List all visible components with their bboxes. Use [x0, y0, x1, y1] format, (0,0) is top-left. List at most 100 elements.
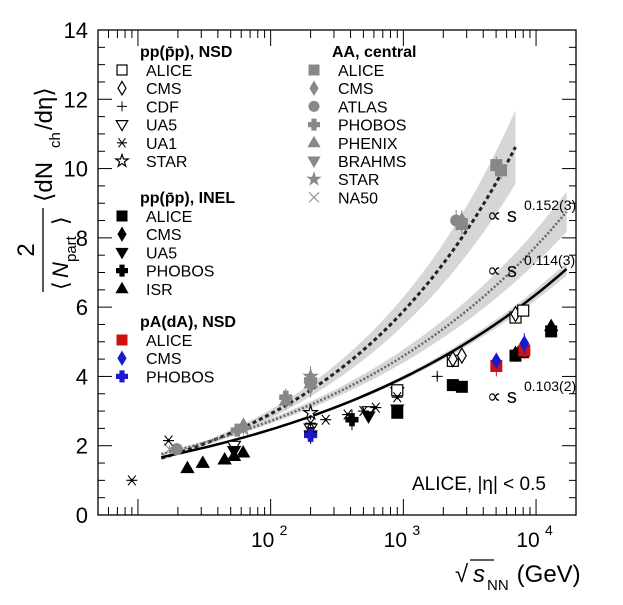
y-tick-label: 8 [76, 226, 88, 251]
data-point [235, 445, 251, 458]
legend-marker [117, 350, 127, 366]
legend-marker [308, 118, 320, 131]
annotation: ALICE, |η| < 0.5 [412, 474, 546, 495]
fit-exponent: 0.114(3) [524, 252, 575, 268]
svg-text:⟩: ⟩ [48, 216, 73, 225]
data-point [226, 446, 242, 459]
svg-text:/dη⟩: /dη⟩ [31, 87, 58, 130]
data-point [456, 347, 467, 365]
data-point [195, 455, 210, 468]
svg-text:2: 2 [13, 243, 40, 256]
data-point [126, 475, 138, 486]
data-point [431, 370, 443, 382]
x-tick-label-base: 10 [251, 529, 274, 552]
legend-label: PHENIX [338, 136, 398, 153]
legend-marker [116, 370, 128, 383]
legend-label: NA50 [338, 190, 378, 207]
legend-title: pA(dA), NSD [140, 314, 236, 331]
y-tick-label: 12 [64, 87, 88, 112]
fit-line-0 [160, 146, 517, 460]
fit-label: ∝ s [487, 386, 517, 408]
svg-text:N: N [48, 262, 73, 278]
legend-label: ALICE [146, 209, 192, 226]
svg-text:ch: ch [47, 132, 64, 148]
fit-exponent: 0.103(2) [524, 378, 576, 394]
fit-label: ∝ s [487, 205, 517, 227]
legend-marker [113, 152, 131, 168]
legend-marker [306, 171, 322, 186]
legend-marker [117, 80, 127, 97]
data-point [543, 318, 559, 332]
x-tick-label-base: 10 [384, 529, 407, 552]
data-point [391, 384, 404, 397]
legend-title: AA, central [332, 44, 416, 61]
data-point [305, 417, 317, 429]
legend-marker [309, 80, 319, 96]
x-axis-label: √ s NN (GeV) [455, 559, 581, 594]
legend-marker [116, 210, 128, 222]
legend-marker [307, 135, 321, 148]
fit-labels: ∝ s 0.152(3) ∝ s 0.114(3) ∝ s 0.103(2) [487, 197, 576, 408]
legend-marker [308, 64, 320, 76]
legend-marker [117, 226, 127, 242]
legend-label: ALICE [146, 333, 192, 350]
data-point [304, 428, 318, 442]
legend-marker [117, 101, 127, 112]
data-point [491, 352, 502, 370]
svg-text:(GeV): (GeV) [510, 561, 581, 588]
svg-text:part: part [63, 235, 80, 262]
legend-marker [116, 334, 128, 346]
fit-line-1 [160, 210, 568, 456]
data-point [345, 413, 359, 427]
legend-marker [308, 192, 320, 203]
data-point [447, 350, 458, 368]
svg-text:⟨dN: ⟨dN [31, 162, 58, 202]
y-tick-label: 4 [76, 364, 88, 389]
y-tick-label: 6 [76, 295, 88, 320]
legend-label: PHOBOS [146, 369, 214, 386]
y-axis-label: 2 ⟨ N part ⟩ ⟨dN ch /dη⟩ [13, 87, 80, 292]
y-tick-label: 10 [64, 157, 88, 182]
data-point [390, 404, 405, 417]
legend-label: CDF [146, 99, 179, 116]
x-tick-label-exp: 2 [280, 522, 288, 538]
legend-label: ALICE [338, 63, 384, 80]
legend-label: CMS [146, 351, 182, 368]
legend-label: CMS [146, 81, 182, 98]
fit-label: ∝ s [487, 260, 517, 282]
x-tick-label-base: 10 [516, 529, 539, 552]
legend-label: BRAHMS [338, 154, 406, 171]
data-point [170, 443, 183, 456]
legend-label: UA5 [146, 245, 177, 262]
legend-marker [308, 100, 320, 112]
legend-marker [116, 264, 128, 277]
axes: 0 2 4 6 8 10 12 14 10 2 10 3 10 4 [64, 18, 577, 552]
svg-text:NN: NN [487, 577, 509, 594]
y-tick-label: 0 [76, 503, 88, 528]
data-point [278, 393, 293, 406]
legend-label: PHOBOS [338, 118, 406, 135]
data-point [517, 304, 530, 317]
legend-label: ATLAS [338, 99, 388, 116]
svg-text:√: √ [455, 561, 469, 588]
legend-label: CMS [338, 81, 374, 98]
legend-label: STAR [338, 172, 379, 189]
data-point [180, 460, 195, 474]
legend: pp(p̄p), NSDALICECMSCDFUA5UA1STARpp(p̄p)… [113, 44, 416, 386]
data-point [302, 367, 319, 384]
legend-marker [307, 156, 321, 169]
legend-title: pp(p̄p), INEL [140, 190, 235, 207]
legend-label: CMS [146, 227, 182, 244]
x-tick-label-exp: 4 [545, 522, 553, 538]
svg-text:⟨: ⟨ [48, 281, 73, 290]
legend-label: ALICE [146, 63, 192, 80]
y-tick-label: 14 [64, 18, 88, 43]
data-points [126, 156, 559, 486]
legend-label: STAR [146, 154, 187, 171]
data-point [455, 380, 468, 393]
legend-title: pp(p̄p), NSD [140, 44, 232, 61]
legend-marker [115, 247, 129, 260]
data-point [163, 435, 175, 446]
data-point [391, 391, 403, 403]
data-point [450, 214, 463, 227]
